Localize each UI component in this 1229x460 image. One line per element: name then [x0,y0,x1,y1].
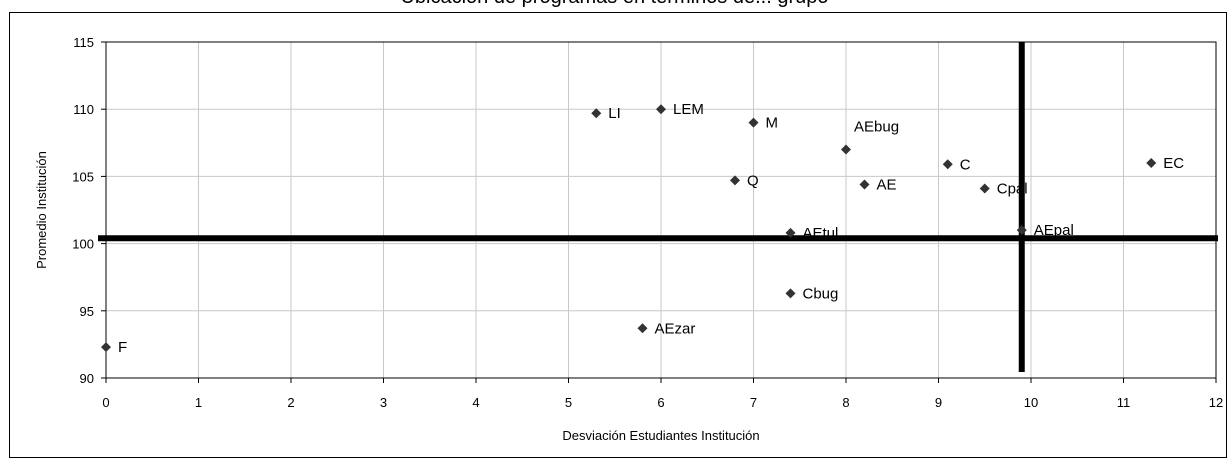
reference-lines [98,42,1218,372]
data-point-label: F [118,339,127,356]
x-tick-label: 11 [1117,395,1131,410]
data-point-marker [841,144,851,155]
x-tick-label: 6 [657,395,664,410]
data-point-label: AEpal [1034,222,1074,239]
data-point-marker [859,179,870,190]
data-point-label: M [766,115,779,132]
data-point-marker [785,288,796,299]
y-tick-label: 115 [73,35,94,50]
data-point-label: AEbug [854,119,899,136]
data-point-label: Cbug [803,285,839,302]
x-tick-label: 4 [472,395,479,410]
data-point-label: AEzar [655,320,696,337]
y-tick-label: 110 [73,102,94,117]
x-tick-label: 7 [750,395,757,410]
data-point-marker [1016,225,1027,236]
data-point-marker [637,323,648,334]
plot-area-border [105,41,1217,379]
x-tick-label: 5 [565,395,572,410]
data-point-marker [101,342,111,353]
data-point-label: AEtul [803,225,839,242]
x-tick-label: 12 [1209,395,1223,410]
y-tick-label: 105 [72,169,94,184]
data-point-label: AE [877,176,897,193]
data-point-marker [1146,157,1157,168]
data-point-marker [656,104,666,115]
x-tick-label: 2 [287,395,294,410]
data-point-label: EC [1163,155,1184,172]
data-point-marker [748,117,759,128]
x-tick-label: 1 [195,395,202,410]
data-point-label: Cpal [997,180,1028,197]
data-point-marker [730,175,740,186]
x-tick-label: 8 [842,395,849,410]
y-tick-label: 95 [80,304,94,319]
x-axis-label: Desviación Estudiantes Institución [562,428,759,443]
y-tick-label: 100 [72,237,94,252]
data-point-marker [591,108,602,119]
x-tick-label: 10 [1024,395,1038,410]
data-point-marker [979,183,990,194]
y-axis-label: Promedio Institución [34,151,49,269]
x-tick-label: 3 [380,395,387,410]
x-tick-label: 0 [102,395,109,410]
chart-title: Ubicación de programas en términos de...… [0,0,1229,9]
y-tick-label: 90 [80,371,94,386]
data-point-label: C [960,156,971,173]
data-point-marker [942,159,953,170]
data-point-label: Q [747,172,759,189]
data-points: F LI LEM M AEbug Q AE C Cpal EC AEtul AEpal Cbug AEza… [101,101,1184,356]
data-point-label: LI [608,105,621,122]
x-tick-label: 9 [935,395,942,410]
data-point-label: LEM [673,101,704,118]
data-point-marker [785,227,796,238]
